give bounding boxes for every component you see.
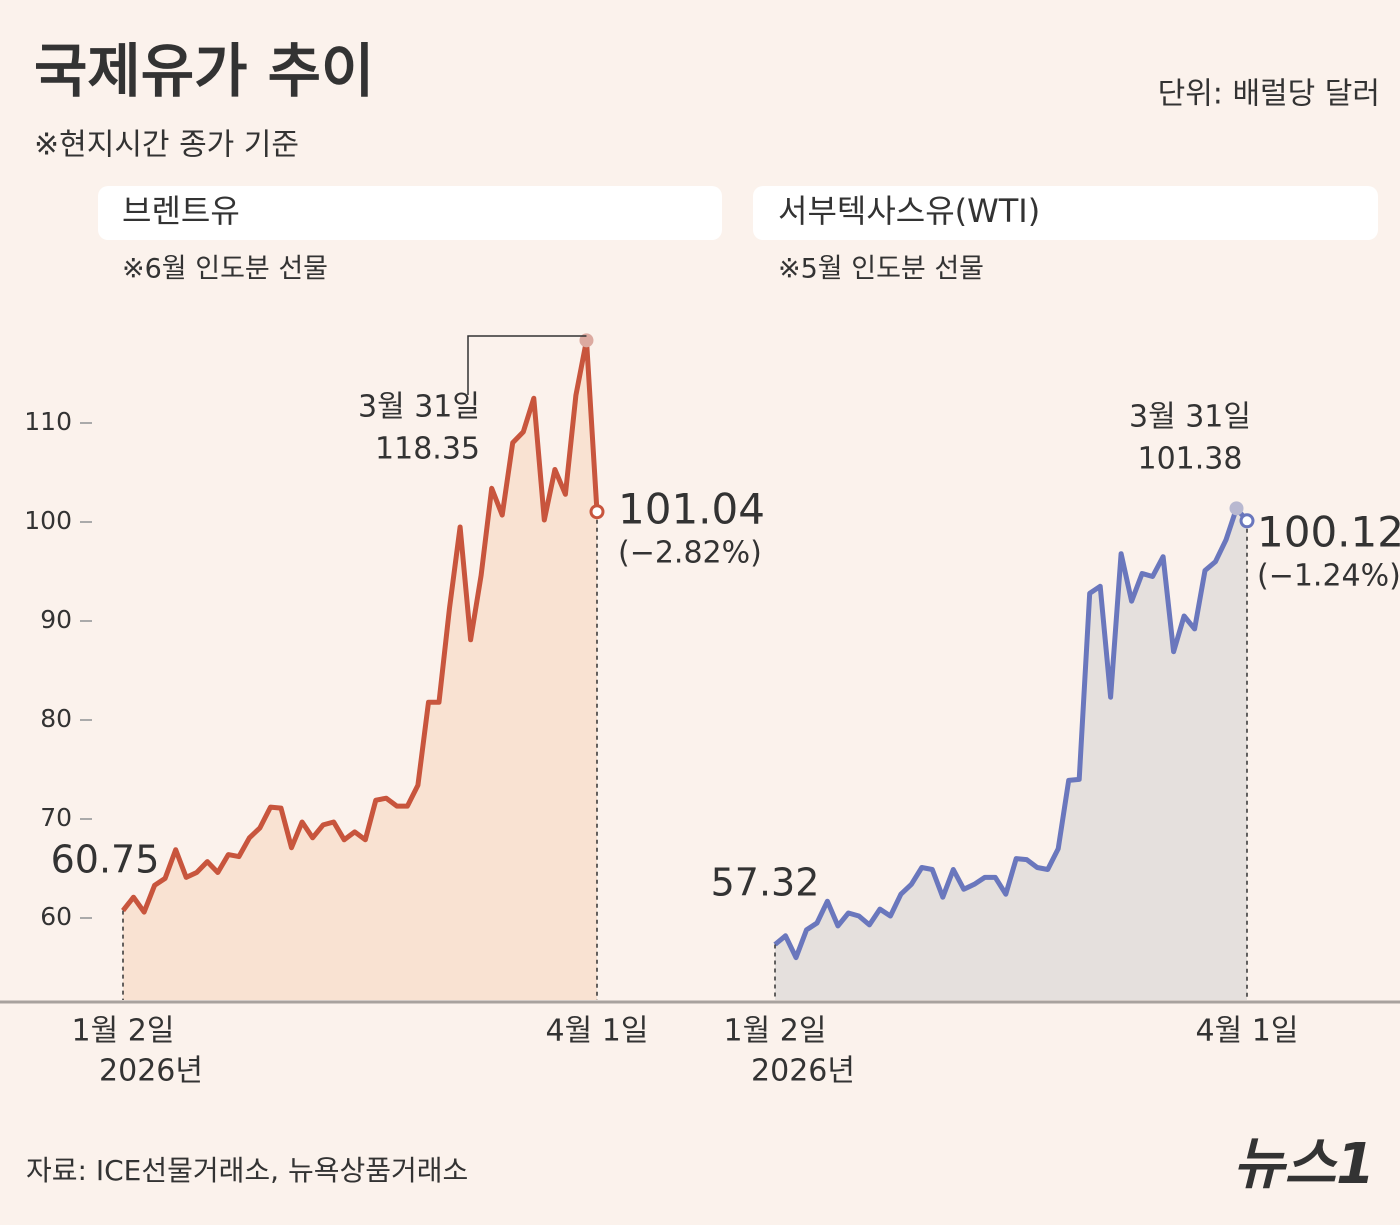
line — [773, 505, 1249, 961]
logo: 뉴스1 — [1233, 1132, 1375, 1197]
y-tick-label: 80 — [40, 704, 72, 733]
panel-header — [98, 186, 722, 240]
value-label: 57.32 — [711, 861, 820, 905]
year-label: 2026년 — [751, 1054, 855, 1089]
line — [121, 337, 600, 915]
x-tick-label: 4월 1일 — [546, 1014, 649, 1049]
panel-header — [753, 186, 1378, 240]
panel-title: 서부텍사스유(WTI) — [778, 192, 1040, 230]
y-tick-label: 110 — [24, 407, 72, 436]
change-label: (−1.24%) — [1257, 559, 1400, 594]
last-value: 100.12 — [1257, 508, 1400, 557]
peak-date: 3월 31일 — [1129, 400, 1251, 435]
note: ※현지시간 종가 기준 — [34, 128, 299, 163]
area — [775, 508, 1247, 1000]
peak-date: 3월 31일 — [358, 390, 480, 425]
x-tick-label: 1월 2일 — [724, 1014, 827, 1049]
y-tick-label: 70 — [40, 803, 72, 832]
area — [123, 340, 597, 1000]
last-dot — [1239, 513, 1255, 529]
change-label: (−2.82%) — [618, 536, 762, 571]
panel-title: 브렌트유 — [122, 192, 240, 230]
title: 국제유가 추이 — [34, 37, 374, 105]
source: 자료: ICE선물거래소, 뉴욕상품거래소 — [26, 1154, 468, 1187]
value-label: 60.75 — [51, 838, 160, 882]
peak-value: 101.38 — [1138, 442, 1243, 477]
x-tick-label: 4월 1일 — [1196, 1014, 1299, 1049]
peak-dot — [579, 333, 594, 348]
panel-subtitle: ※5월 인도분 선물 — [778, 254, 984, 285]
x-tick-label: 1월 2일 — [72, 1014, 175, 1049]
y-tick-label: 100 — [24, 506, 72, 535]
year-label: 2026년 — [99, 1054, 203, 1089]
last-dot — [589, 504, 605, 520]
peak-value: 118.35 — [375, 432, 480, 467]
panel-subtitle: ※6월 인도분 선물 — [122, 254, 328, 285]
last-value: 101.04 — [618, 485, 765, 534]
y-tick-label: 60 — [40, 902, 72, 931]
peak-dot — [1229, 501, 1244, 516]
bracket — [467, 335, 587, 395]
unit: 단위: 배럴당 달러 — [1158, 77, 1380, 112]
y-tick-label: 90 — [40, 605, 72, 634]
